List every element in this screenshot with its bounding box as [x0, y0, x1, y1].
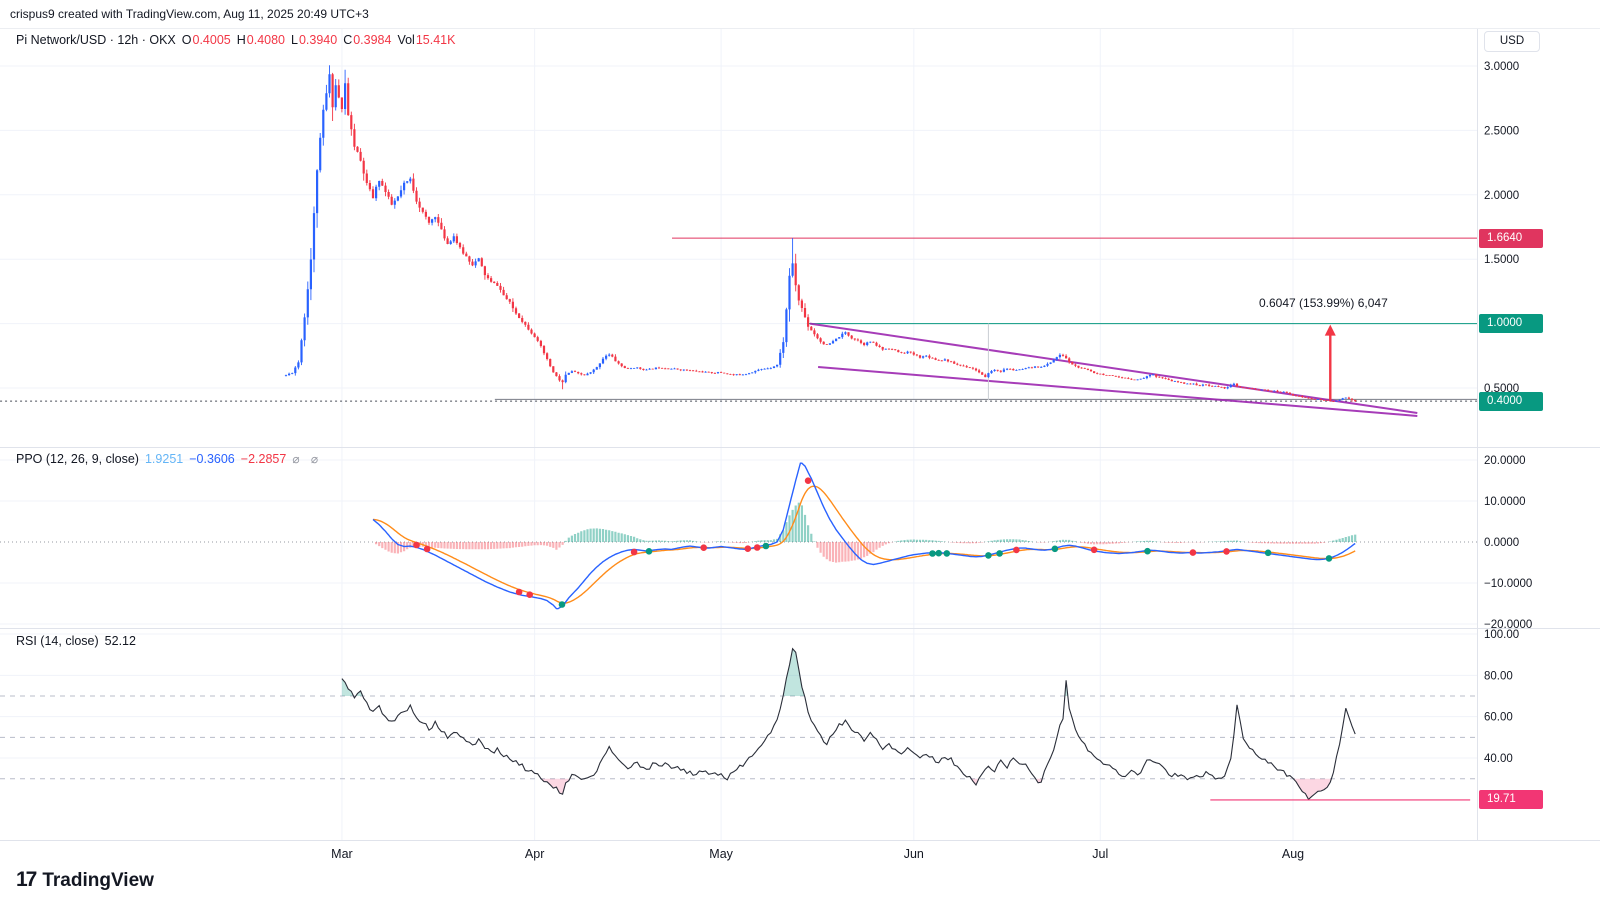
svg-text:40.00: 40.00: [1484, 753, 1513, 765]
ppo-buy-dot: [558, 601, 566, 608]
svg-text:−10.0000: −10.0000: [1484, 578, 1532, 590]
ohlc-close: C 0.3984: [343, 33, 392, 47]
ppo-title[interactable]: PPO (12, 26, 9, close): [16, 452, 139, 466]
ppo-buy-dot: [1051, 545, 1059, 553]
ppo-buy-dot: [996, 550, 1003, 557]
ohlc-open: O 0.4005: [181, 33, 231, 47]
ppo-buy-dot: [943, 550, 951, 557]
ppo-main-line: [372, 462, 1356, 610]
ppo-buy-dot: [762, 542, 770, 550]
ppo-histogram-positive: [371, 502, 1357, 542]
projection-arrow-head: [1324, 324, 1336, 336]
price-candles: [284, 65, 1357, 402]
ppo-buy-dot: [985, 552, 992, 559]
svg-text:10.0000: 10.0000: [1484, 496, 1526, 508]
price-axis-labels: 3.00002.50002.00001.50001.00000.500020.0…: [1484, 61, 1532, 765]
ppo-buy-dot: [1144, 547, 1151, 555]
ppo-sell-dot: [700, 544, 707, 551]
ppo-sell-dot: [630, 548, 638, 556]
wedge-trendline[interactable]: [809, 322, 1418, 414]
volume-readout: Vol 15.41K: [397, 33, 456, 47]
footer-bar: 17 TradingView: [0, 866, 1600, 912]
price-level-badge: 1.6640: [1479, 228, 1543, 248]
time-axis-labels[interactable]: Mar Apr May Jun Jul Aug: [331, 847, 1304, 861]
svg-text:20.0000: 20.0000: [1484, 455, 1526, 467]
ppo-line-value: −0.3606: [189, 452, 235, 466]
svg-text:2.0000: 2.0000: [1484, 190, 1519, 202]
ppo-sell-dot: [423, 545, 431, 553]
svg-text:2.5000: 2.5000: [1484, 125, 1519, 137]
ppo-histogram-negative: [375, 542, 1329, 563]
attribution-bar: crispus9 created with TradingView.com, A…: [0, 0, 1600, 28]
rsi-pane-legend: RSI (14, close) 52.12: [16, 634, 136, 648]
ppo-sell-dot: [515, 588, 523, 596]
rsi-overbought-fill: [341, 648, 1068, 696]
ppo-histogram-value: 1.9251: [144, 452, 184, 466]
ppo-hidden-series-icons: ⌀ ⌀: [292, 452, 323, 466]
price-level-badge: 1.0000: [1479, 314, 1543, 334]
rsi-oversold-fill: [541, 778, 1332, 800]
svg-text:100.00: 100.00: [1484, 629, 1519, 641]
ppo-sell-dot: [753, 544, 761, 551]
ppo-sell-dot: [1090, 546, 1098, 554]
ppo-sell-dot: [1189, 549, 1197, 556]
attribution-text: crispus9 created with TradingView.com, A…: [10, 7, 369, 21]
ohlc-low: L 0.3940: [291, 33, 338, 47]
svg-text:1.5000: 1.5000: [1484, 254, 1519, 266]
currency-toggle-button[interactable]: USD: [1484, 31, 1540, 52]
svg-text:3.0000: 3.0000: [1484, 61, 1519, 73]
price-range-annotation: 0.6047 (153.99%) 6,047: [1259, 296, 1388, 310]
tradingview-logo-icon[interactable]: 17: [16, 868, 37, 891]
price-level-badge: 0.4000: [1479, 391, 1543, 411]
symbol-title[interactable]: Pi Network/USD · 12h · OKX: [16, 33, 176, 47]
chart-area[interactable]: 3.00002.50002.00001.50001.00000.500020.0…: [0, 0, 1600, 866]
svg-text:0.0000: 0.0000: [1484, 537, 1519, 549]
ppo-sell-dot: [1223, 548, 1230, 555]
svg-text:80.00: 80.00: [1484, 670, 1513, 682]
ppo-pane-legend: PPO (12, 26, 9, close) 1.9251 −0.3606 −2…: [16, 452, 322, 466]
ppo-sell-dot: [744, 545, 752, 552]
svg-text:Jun: Jun: [904, 847, 924, 861]
rsi-level-badge: 19.71: [1479, 790, 1543, 810]
ppo-sell-dot: [804, 477, 812, 485]
ppo-sell-dot: [526, 591, 533, 598]
grid-lines: [0, 29, 1477, 840]
ppo-buy-dot: [929, 550, 936, 557]
ppo-buy-dot: [935, 549, 942, 557]
ppo-sell-dot: [1013, 546, 1020, 554]
rsi-value: 52.12: [104, 634, 136, 648]
chart-canvas[interactable]: 3.00002.50002.00001.50001.00000.500020.0…: [0, 0, 1600, 866]
svg-text:Mar: Mar: [331, 847, 353, 861]
price-pane-legend: Pi Network/USD · 12h · OKX O 0.4005 H 0.40…: [16, 33, 455, 47]
ppo-buy-dot: [1325, 555, 1333, 562]
ohlc-high: H 0.4080: [236, 33, 285, 47]
svg-text:May: May: [709, 847, 733, 861]
tradingview-logo-text[interactable]: TradingView: [42, 870, 154, 891]
ppo-sell-dot: [413, 541, 420, 549]
ppo-signal-value: −2.2857: [240, 452, 287, 466]
svg-text:Apr: Apr: [525, 847, 544, 861]
svg-text:60.00: 60.00: [1484, 712, 1513, 724]
ppo-buy-dot: [645, 548, 653, 555]
svg-text:Aug: Aug: [1282, 847, 1304, 861]
ppo-buy-dot: [1264, 549, 1272, 557]
wedge-trendline[interactable]: [818, 366, 1418, 417]
svg-text:Jul: Jul: [1092, 847, 1108, 861]
rsi-title[interactable]: RSI (14, close): [16, 634, 99, 648]
ppo-plot: [371, 462, 1357, 610]
rsi-line: [341, 647, 1356, 801]
